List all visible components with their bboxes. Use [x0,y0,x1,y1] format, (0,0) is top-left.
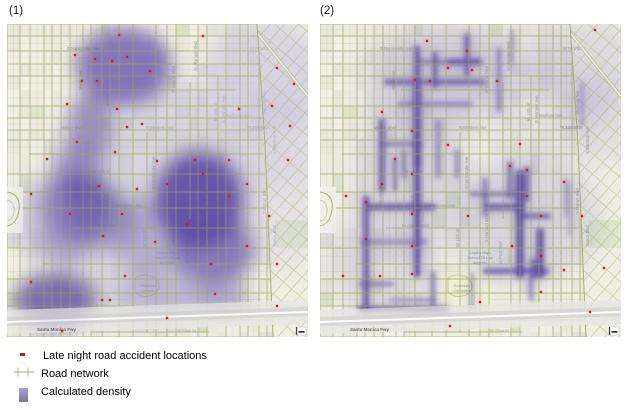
svg-text:W Olympic Blvd: W Olympic Blvd [193,41,198,71]
svg-text:Santa Monica Fwy: Santa Monica Fwy [350,327,390,332]
svg-text:Rosedale: Rosedale [454,283,472,288]
svg-text:Cemetery: Cemetery [453,288,470,293]
svg-text:W 22nd St: W 22nd St [177,328,197,333]
svg-text:W 22nd St: W 22nd St [490,328,510,333]
svg-text:Santa Monica Fwy: Santa Monica Fwy [37,327,77,332]
svg-text:S Western Ave: S Western Ave [459,125,487,130]
